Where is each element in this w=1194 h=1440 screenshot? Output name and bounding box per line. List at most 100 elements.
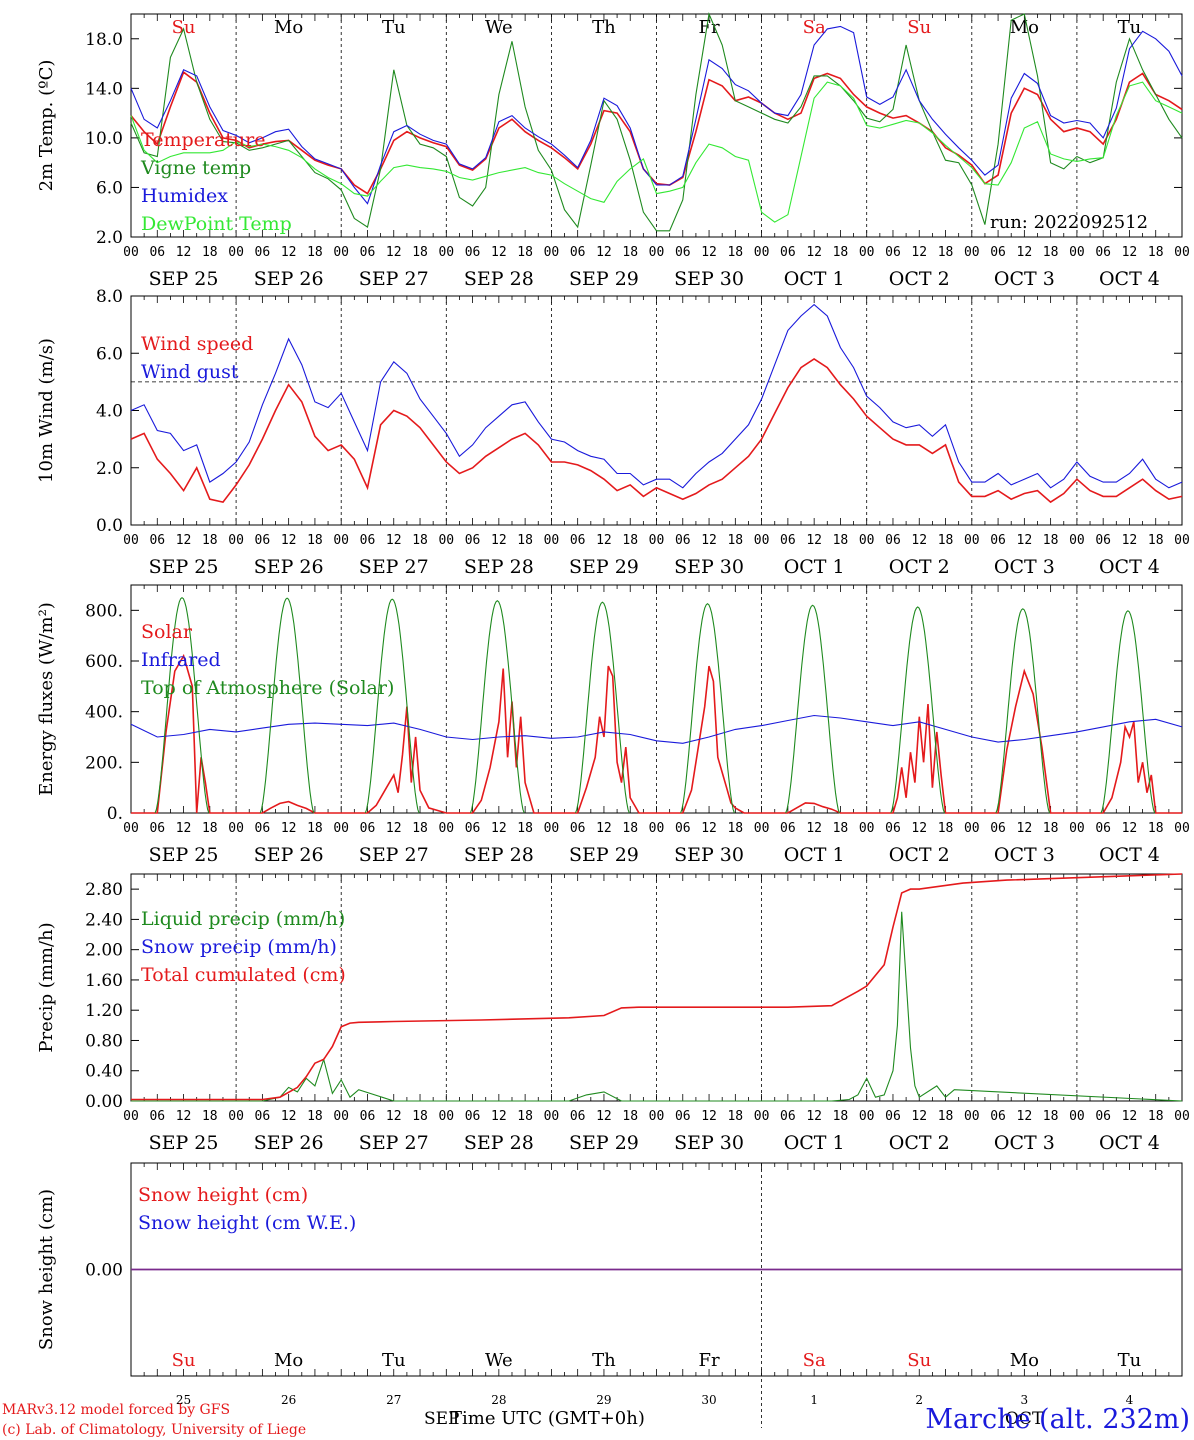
series-line-wind-speed [130,358,1183,504]
date-label: OCT 3 [994,1132,1055,1154]
hour-tick-label: 18 [202,1109,218,1124]
hour-tick-label: 12 [596,1109,612,1124]
y-tick-label: 1.20 [85,1001,123,1021]
hour-tick-label: 06 [465,1109,481,1124]
date-label: SEP 26 [254,268,324,290]
series-line-liquid-precip-mm-h- [131,911,1183,1102]
weekday-label: Tu [1118,1350,1142,1371]
hour-tick-label: 06 [780,245,796,260]
weekday-label: We [485,17,513,38]
hour-tick-label: 06 [360,245,376,260]
hour-tick-label: 18 [202,533,218,548]
hour-tick-label: 00 [1174,533,1190,548]
y-tick-label: 10.0 [85,129,123,149]
hour-tick-label: 06 [885,821,901,836]
hour-tick-label: 00 [1174,821,1190,836]
legend-entry: Snow precip (mm/h) [141,936,337,958]
hour-tick-label: 00 [1069,1109,1085,1124]
weekday-label: Tu [1118,17,1142,38]
hour-tick-label: 12 [806,533,822,548]
hour-tick-label: 12 [1122,245,1138,260]
day-number-label: 4 [1126,1393,1134,1407]
hour-tick-label: 18 [307,1109,323,1124]
y-tick-label: 18.0 [85,30,123,50]
y-tick-label: 0. [107,804,123,824]
hour-tick-label: 00 [859,245,875,260]
hour-tick-label: 18 [412,821,428,836]
hour-tick-label: 18 [1043,821,1059,836]
credit-line-1: MARv3.12 model forced by GFS [2,1402,230,1418]
date-label: OCT 2 [889,268,950,290]
legend-entry: Temperature [141,129,265,151]
y-tick-label: 0.80 [85,1031,123,1051]
y-axis-label: Energy fluxes (W/m²) [36,602,57,796]
y-tick-label: 4.0 [96,402,123,422]
date-label: OCT 3 [994,268,1055,290]
hour-tick-label: 12 [281,533,297,548]
hour-tick-label: 12 [1122,1109,1138,1124]
hour-tick-label: 06 [990,821,1006,836]
date-label: SEP 26 [254,844,324,866]
hour-tick-label: 12 [281,821,297,836]
hour-tick-label: 00 [333,1109,349,1124]
y-tick-label: 8.0 [96,287,123,307]
hour-tick-label: 18 [412,533,428,548]
hour-tick-label: 18 [307,533,323,548]
date-label: OCT 3 [994,844,1055,866]
panel-precip: 0.00 0.40 0.80 1.20 1.60 2.00 2.40 2.80 Precip (… [36,873,1190,1154]
hour-tick-label: 12 [1122,533,1138,548]
hour-tick-label: 00 [964,533,980,548]
y-tick-label: 400. [85,703,123,723]
hour-tick-label: 18 [1043,245,1059,260]
day-number-label: 3 [1021,1393,1029,1407]
hour-tick-label: 00 [964,821,980,836]
hour-tick-label: 00 [1174,1109,1190,1124]
date-label: SEP 25 [149,268,219,290]
hour-tick-label: 06 [990,245,1006,260]
hour-tick-label: 06 [570,245,586,260]
hour-tick-label: 06 [1095,533,1111,548]
hour-tick-label: 12 [386,245,402,260]
y-tick-label: 2.80 [85,880,123,900]
day-number-label: 1 [810,1393,818,1407]
hour-tick-label: 12 [386,533,402,548]
hour-tick-label: 06 [675,1109,691,1124]
hour-tick-label: 12 [701,821,717,836]
hour-tick-label: 00 [964,1109,980,1124]
weekday-label: Th [592,17,616,38]
y-tick-label: 0.00 [85,1261,123,1281]
panel-snow: 0.00 Snow height (cm) Su 25 Mo 26 Tu 27 We 28 Th 29… [36,1162,1183,1428]
legend-entry: Solar [141,621,193,643]
weekday-label: Mo [1010,1350,1039,1371]
hour-tick-label: 00 [1174,245,1190,260]
legend-entry: DewPoint Temp [141,213,292,235]
hour-tick-label: 18 [622,821,638,836]
hour-tick-label: 18 [517,821,533,836]
panels: 2.06.010.014.018.02m Temp. (ºC)00 06 12 18 0… [36,12,1190,1428]
date-label: SEP 28 [464,1132,534,1154]
hour-tick-label: 12 [806,245,822,260]
day-number-label: 27 [386,1393,401,1407]
hour-tick-label: 12 [1017,245,1033,260]
date-label: SEP 26 [254,556,324,578]
hour-tick-label: 12 [176,245,192,260]
weekday-label: Sa [803,1350,826,1371]
hour-tick-label: 00 [859,821,875,836]
y-axis-label: Precip (mm/h) [36,922,57,1052]
hour-tick-label: 18 [1043,1109,1059,1124]
series-line-dewpoint-temp [130,81,1183,223]
hour-tick-label: 00 [964,245,980,260]
series-line-toa-solar [154,597,1156,814]
date-label: OCT 3 [994,556,1055,578]
hour-tick-label: 12 [281,1109,297,1124]
hour-tick-label: 06 [149,245,165,260]
date-label: SEP 28 [464,556,534,578]
hour-tick-label: 06 [780,1109,796,1124]
date-label: SEP 29 [569,268,639,290]
hour-tick-label: 12 [491,1109,507,1124]
date-label: SEP 27 [359,844,429,866]
hour-tick-label: 18 [517,245,533,260]
day-number-label: 28 [491,1393,506,1407]
hour-tick-label: 06 [465,245,481,260]
date-label: OCT 1 [784,556,845,578]
